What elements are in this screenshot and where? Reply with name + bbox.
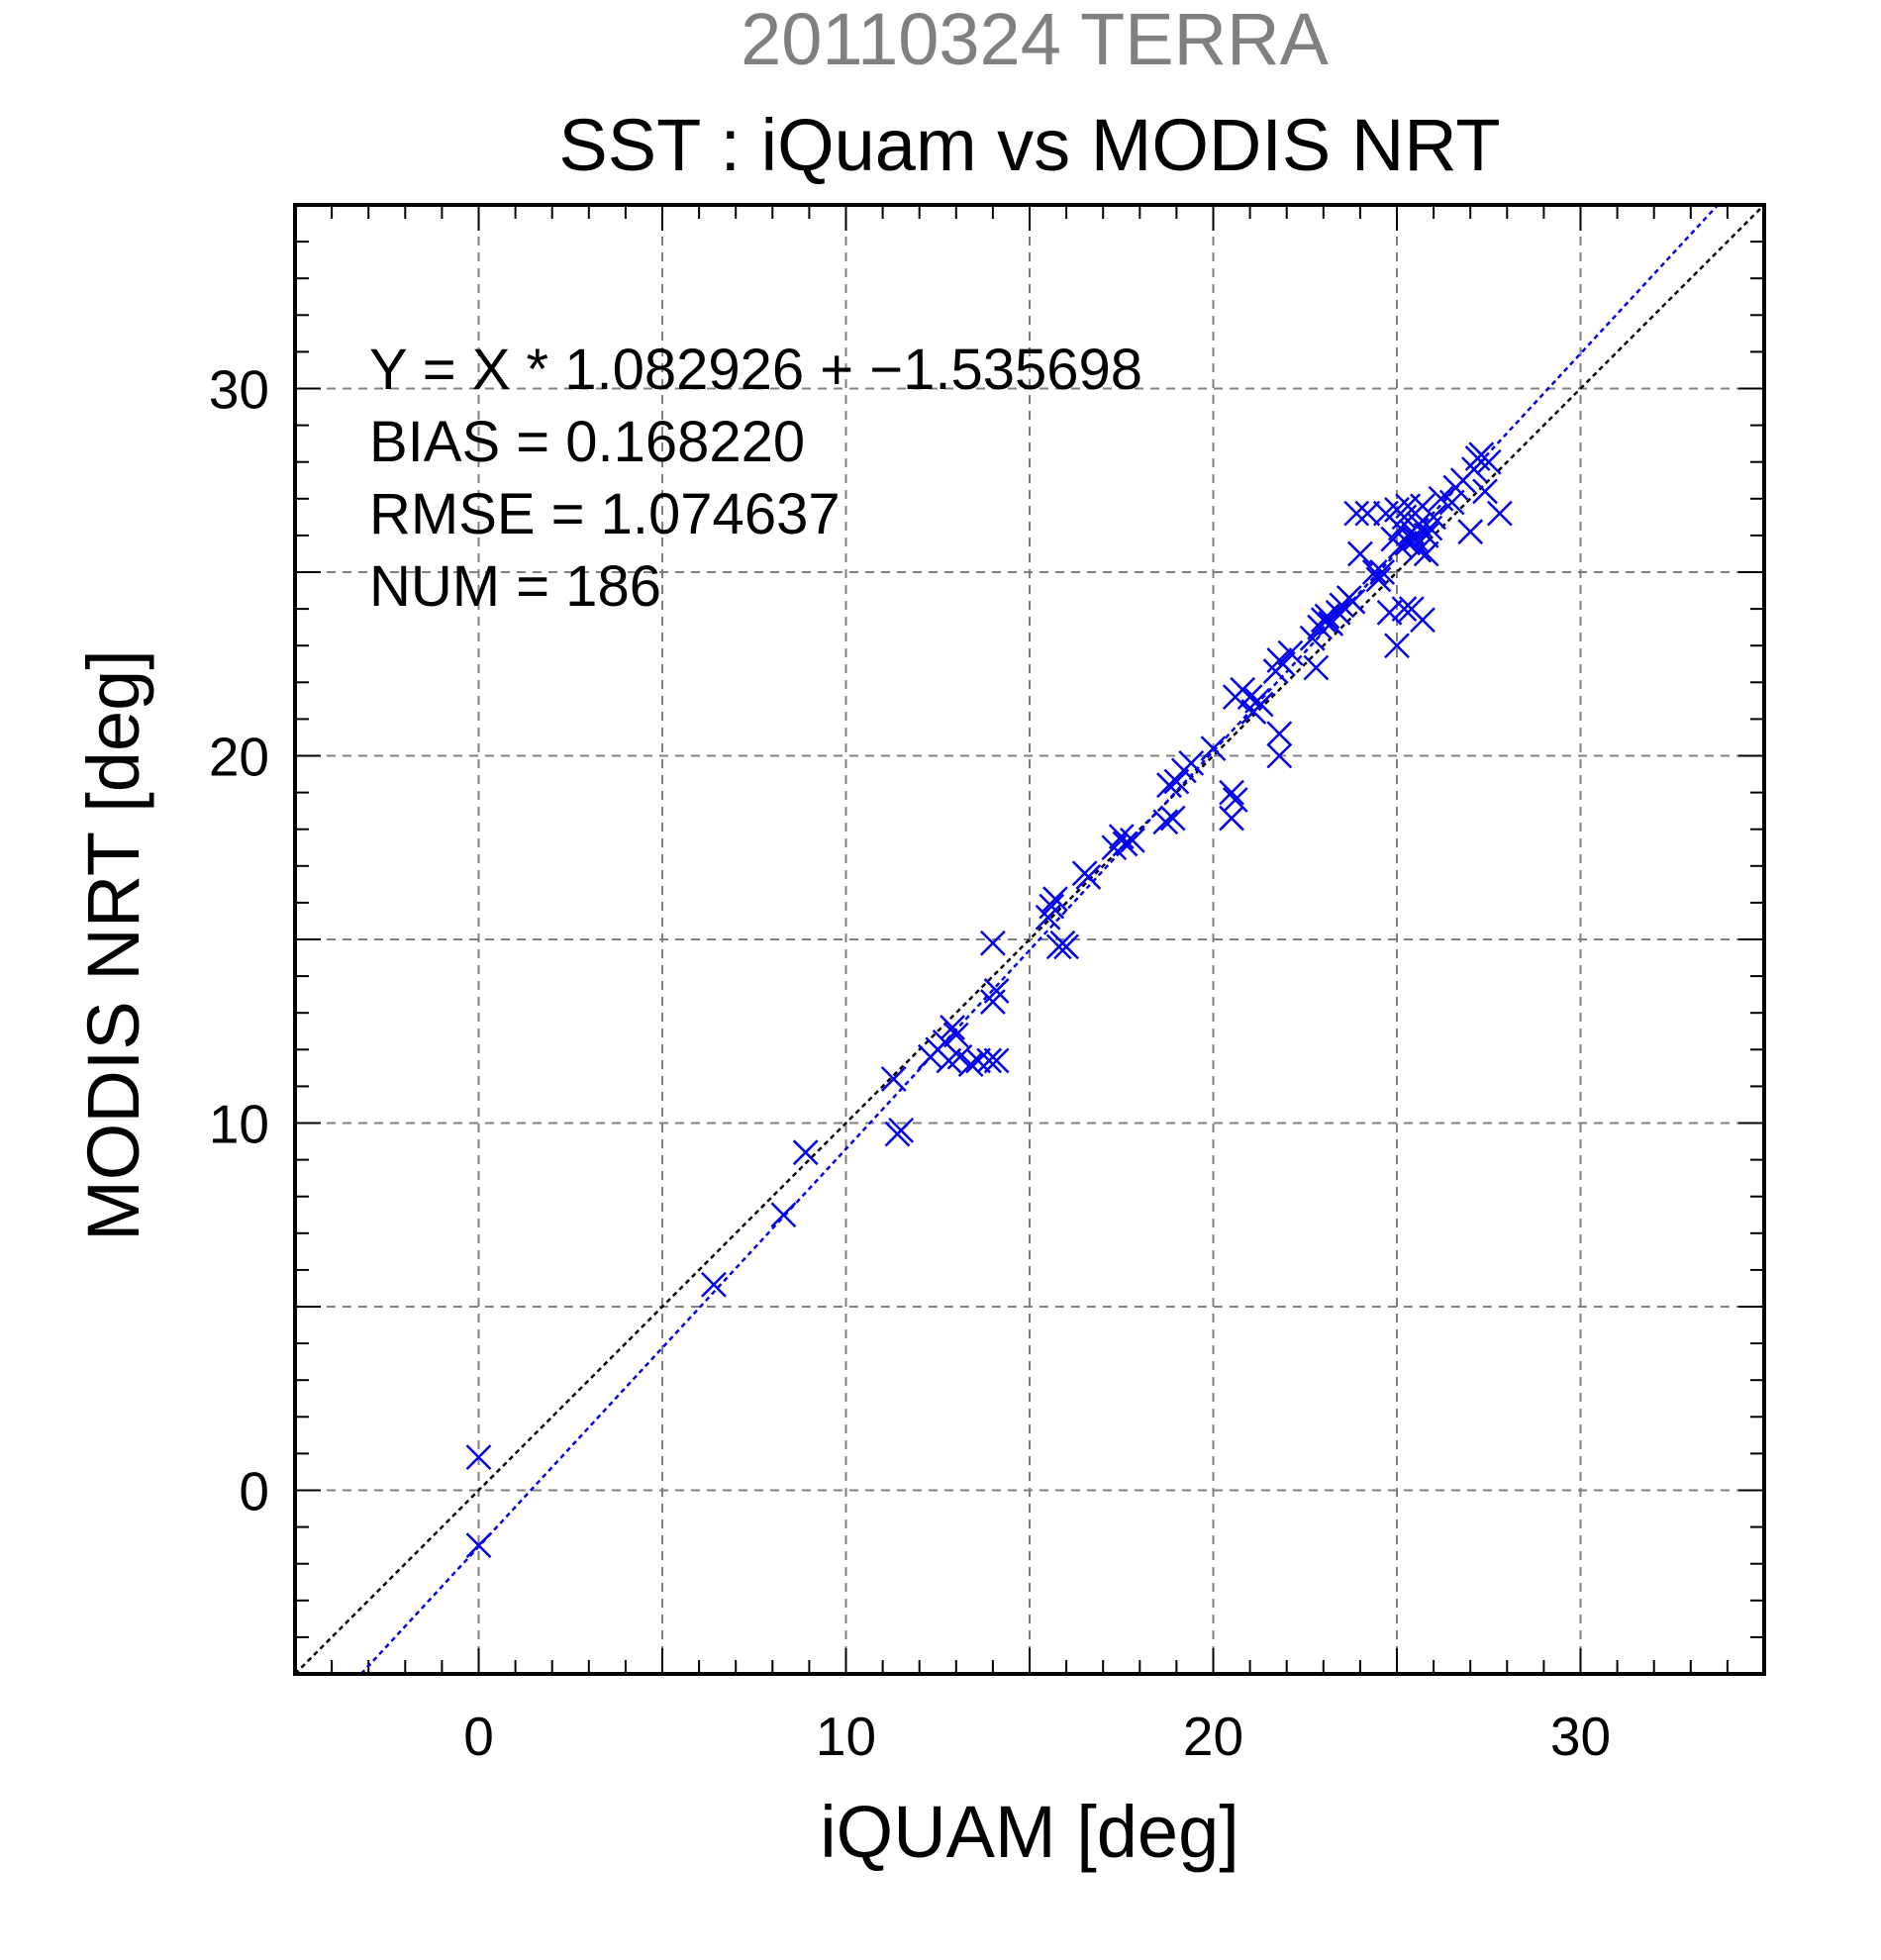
data-point (980, 930, 1006, 956)
data-point (1053, 933, 1079, 960)
data-point (983, 1047, 1010, 1074)
data-point (770, 1202, 797, 1228)
data-point (1361, 559, 1388, 585)
data-point (888, 1118, 915, 1143)
data-point (1472, 478, 1498, 505)
data-point (465, 1444, 492, 1470)
y-axis-label: MODIS NRT [deg] (72, 649, 154, 1241)
x-tick-label: 10 (816, 1706, 876, 1767)
data-point (1339, 588, 1366, 615)
data-point (983, 978, 1010, 1004)
tick-labels: 0 10 20 30 0 10 20 30 (209, 359, 1611, 1768)
bias-stat: BIAS = 0.168220 (369, 410, 805, 474)
data-point (1075, 864, 1102, 890)
data-point (1486, 500, 1513, 527)
data-point (1369, 559, 1396, 585)
data-point (976, 1047, 1003, 1074)
chart-subtitle: 20110324 TERRA (741, 0, 1329, 80)
grid-lines (295, 205, 1764, 1674)
y-tick-label: 20 (209, 727, 269, 788)
y-tick-label: 10 (209, 1094, 269, 1155)
data-point (880, 1066, 907, 1092)
data-point (792, 1139, 819, 1166)
x-tick-label: 30 (1550, 1706, 1611, 1767)
data-point (1042, 886, 1068, 913)
data-point (1163, 768, 1190, 795)
num-stat: NUM = 186 (369, 554, 661, 619)
data-point (1457, 519, 1484, 545)
data-point (1475, 448, 1502, 475)
y-tick-label: 30 (209, 359, 269, 421)
plot-frame (293, 203, 1766, 1676)
data-point (1266, 721, 1293, 747)
data-point (1354, 500, 1381, 527)
y-tick-label: 0 (239, 1461, 269, 1522)
data-point (1244, 687, 1270, 714)
data-point (1438, 489, 1465, 516)
data-point (957, 1051, 984, 1078)
rmse-stat: RMSE = 1.074637 (369, 482, 841, 546)
data-point (1303, 654, 1330, 681)
data-point (1219, 805, 1244, 832)
regression-line (359, 204, 1720, 1675)
data-point (1200, 735, 1227, 761)
data-point (1159, 805, 1186, 832)
data-point (1178, 750, 1205, 776)
data-point (1112, 831, 1138, 857)
data-point (1343, 500, 1370, 527)
data-point (1152, 809, 1179, 835)
data-point (1406, 537, 1433, 563)
data-point (1391, 596, 1418, 622)
data-point (940, 1015, 965, 1040)
data-point (1039, 893, 1065, 920)
reference-lines (294, 204, 1765, 1675)
data-point (1222, 787, 1248, 813)
data-point (1219, 779, 1244, 806)
fit-statistics: Y = X * 1.082926 + −1.535698 BIAS = 0.16… (369, 338, 1142, 619)
x-axis-label: iQUAM [deg] (820, 1791, 1239, 1873)
chart-title: SST : iQuam vs MODIS NRT (558, 104, 1500, 186)
data-point (1318, 611, 1344, 637)
data-point (1119, 827, 1145, 853)
data-point (1413, 523, 1439, 548)
x-tick-label: 0 (463, 1706, 494, 1767)
data-point (1410, 607, 1436, 634)
data-point (1237, 684, 1263, 711)
data-point (965, 1047, 991, 1074)
data-point (1325, 599, 1351, 626)
data-point (465, 1532, 492, 1559)
x-tick-label: 20 (1183, 1706, 1243, 1767)
data-point (1266, 742, 1293, 769)
data-point (1384, 633, 1410, 659)
data-point (1376, 599, 1403, 626)
data-point (1299, 625, 1326, 651)
identity-line (294, 204, 1765, 1675)
data-point (942, 1022, 969, 1048)
regression-equation: Y = X * 1.082926 + −1.535698 (369, 338, 1142, 402)
data-point (1270, 650, 1296, 677)
data-point (1277, 639, 1304, 666)
data-point (701, 1271, 727, 1298)
data-points (465, 441, 1513, 1559)
data-point (1413, 540, 1439, 567)
data-point (1421, 504, 1446, 531)
data-point (1347, 540, 1373, 567)
data-point (1365, 566, 1392, 593)
